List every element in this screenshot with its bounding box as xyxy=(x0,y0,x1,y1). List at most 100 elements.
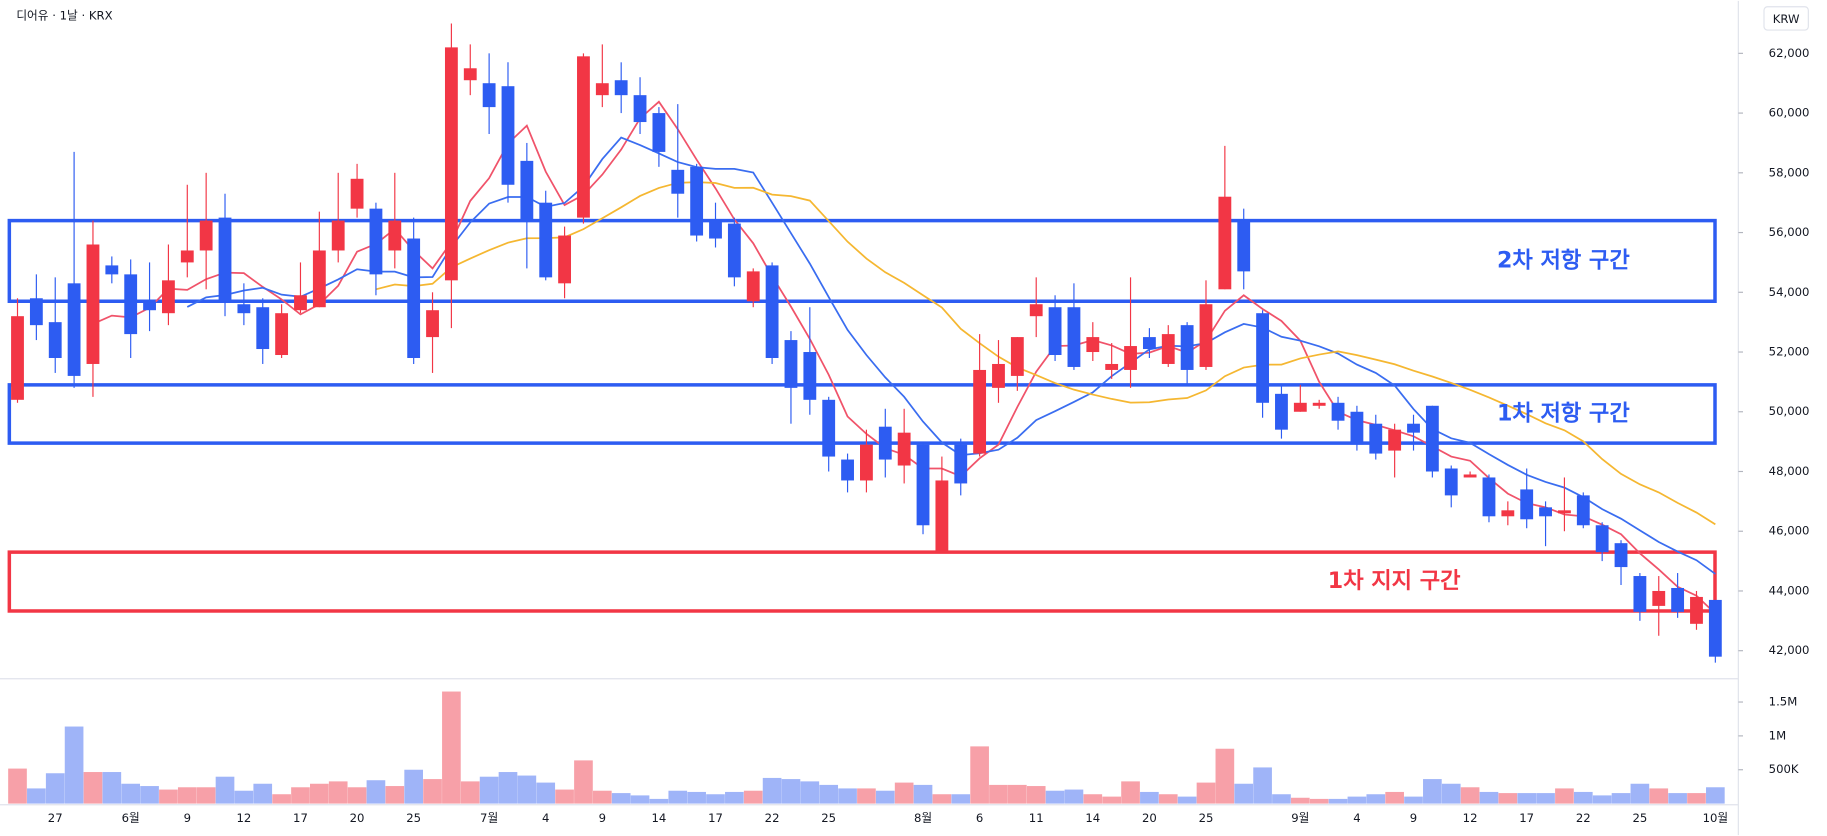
y-tick-label: 62,000 xyxy=(1769,46,1810,60)
volume-bar xyxy=(838,788,857,804)
volume-bar xyxy=(1668,793,1687,804)
candle-body xyxy=(105,265,119,275)
volume-bar xyxy=(1479,791,1499,804)
x-tick-label: 25 xyxy=(1199,811,1214,825)
candle-body xyxy=(1576,495,1590,526)
candle-body xyxy=(841,459,854,481)
volume-bar xyxy=(1536,793,1555,804)
volume-bar xyxy=(1328,798,1348,804)
volume-bar xyxy=(1498,793,1518,804)
volume-bar xyxy=(1177,796,1197,804)
x-tick-label: 22 xyxy=(1576,811,1591,825)
volume-bar xyxy=(706,794,725,804)
volume-bar xyxy=(1404,796,1423,804)
volume-bar xyxy=(328,781,348,804)
candle-body xyxy=(1633,576,1647,612)
volume-bar xyxy=(177,787,197,804)
zone-box xyxy=(7,550,1717,613)
volume-bar xyxy=(913,784,933,804)
volume-bar xyxy=(1687,793,1706,804)
volume-bar xyxy=(1573,791,1593,804)
volume-bar xyxy=(951,794,971,804)
candle-body xyxy=(426,310,439,338)
candle-body xyxy=(331,220,345,251)
candle-body xyxy=(878,426,892,460)
volume-bar xyxy=(1649,788,1669,804)
candle-body xyxy=(1558,510,1571,514)
candle-body xyxy=(294,295,307,311)
volume-bar xyxy=(442,691,461,804)
volume-tick-label: 1M xyxy=(1769,728,1786,742)
x-tick-label: 11 xyxy=(1029,811,1044,825)
volume-bar xyxy=(574,760,593,804)
candle-body xyxy=(860,444,873,481)
y-tick-label: 46,000 xyxy=(1769,524,1810,538)
candle-body xyxy=(237,304,251,314)
candle-body xyxy=(86,244,100,364)
volume-bar xyxy=(1517,793,1537,804)
volume-tick-label: 500K xyxy=(1769,762,1799,776)
candle-body xyxy=(1463,474,1477,478)
candle-body xyxy=(1444,468,1458,496)
volume-bar xyxy=(989,784,1008,804)
x-tick-label: 17 xyxy=(293,811,308,825)
volume-bar xyxy=(743,790,763,804)
volume-bar xyxy=(857,788,876,804)
candle-body xyxy=(67,283,81,376)
volume-bar xyxy=(479,776,499,804)
volume-bar xyxy=(1158,794,1178,804)
volume-bar xyxy=(234,790,254,804)
x-tick-label: 22 xyxy=(765,811,780,825)
candle-body xyxy=(803,352,817,400)
candle-body xyxy=(1029,304,1043,317)
zone-label: 2차 저항 구간 xyxy=(1497,247,1630,273)
volume-bar xyxy=(781,779,801,804)
volume-bar xyxy=(1347,796,1367,804)
x-tick-label: 20 xyxy=(350,811,365,825)
x-tick-label: 14 xyxy=(1085,811,1100,825)
volume-bar xyxy=(894,782,914,804)
candle-body xyxy=(954,444,968,484)
candle-body xyxy=(312,250,326,308)
x-tick-label: 25 xyxy=(1632,811,1647,825)
candle-body xyxy=(1425,405,1439,472)
candle-body xyxy=(1520,489,1534,520)
x-tick-label: 6월 xyxy=(122,811,140,825)
volume-bar xyxy=(1026,786,1046,804)
volume-bar xyxy=(725,791,744,804)
candle-body xyxy=(1086,337,1100,353)
currency-box xyxy=(1763,6,1809,31)
volume-bar xyxy=(1272,794,1291,804)
candle-body xyxy=(29,298,43,326)
x-tick-label: 9 xyxy=(599,811,606,825)
volume-bar xyxy=(83,772,103,804)
volume-tick-label: 1.5M xyxy=(1769,695,1798,709)
volume-bar xyxy=(1555,788,1574,804)
x-tick-label: 9 xyxy=(184,811,191,825)
candle-body xyxy=(992,363,1005,388)
volume-bar xyxy=(1102,796,1122,804)
candle-body xyxy=(1407,423,1420,433)
volume-bar xyxy=(1083,794,1103,804)
volume-bar xyxy=(64,726,84,804)
candle-body xyxy=(444,47,458,281)
candle-body xyxy=(143,301,156,311)
candle-body xyxy=(1199,304,1213,367)
candle-body xyxy=(407,238,421,358)
candle-body xyxy=(577,56,590,218)
volume-bar xyxy=(1460,787,1480,804)
candle-body xyxy=(709,220,722,239)
volume-bar xyxy=(27,788,46,804)
volume-bar xyxy=(555,789,574,804)
zone-box xyxy=(7,383,1717,445)
y-tick-label: 42,000 xyxy=(1769,643,1810,657)
x-tick-label: 27 xyxy=(48,811,63,825)
candle-body xyxy=(1142,337,1156,350)
volume-bar xyxy=(498,772,518,804)
volume-bar xyxy=(1008,784,1027,804)
volume-bar xyxy=(630,795,650,804)
candle-body xyxy=(897,432,911,466)
volume-bar xyxy=(536,782,556,804)
candle-body xyxy=(1275,393,1288,430)
volume-bar xyxy=(385,786,405,804)
